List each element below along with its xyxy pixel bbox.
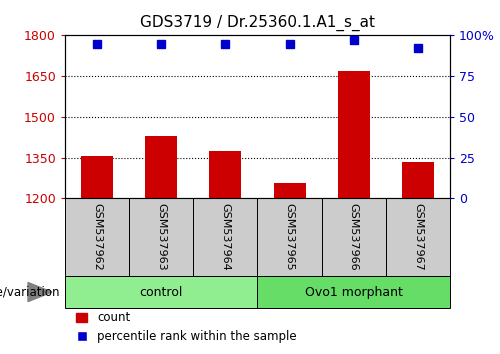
Bar — [338, 71, 370, 198]
Text: genotype/variation: genotype/variation — [0, 286, 60, 298]
Text: control: control — [140, 286, 183, 298]
Text: GSM537965: GSM537965 — [284, 203, 294, 271]
Bar — [258, 198, 322, 276]
Bar — [129, 198, 194, 276]
Legend: count, percentile rank within the sample: count, percentile rank within the sample — [71, 307, 301, 348]
Bar — [274, 183, 306, 198]
Bar — [65, 276, 258, 308]
Polygon shape — [28, 282, 52, 302]
Text: GSM537962: GSM537962 — [92, 203, 102, 271]
Bar — [65, 198, 129, 276]
Bar — [322, 198, 386, 276]
Text: GSM537967: GSM537967 — [413, 203, 423, 271]
Bar — [194, 198, 258, 276]
Title: GDS3719 / Dr.25360.1.A1_s_at: GDS3719 / Dr.25360.1.A1_s_at — [140, 15, 375, 31]
Bar — [81, 156, 113, 198]
Bar — [402, 161, 434, 198]
Bar — [145, 136, 178, 198]
Bar — [386, 198, 450, 276]
Text: GSM537963: GSM537963 — [156, 203, 166, 271]
Bar — [258, 276, 450, 308]
Text: GSM537964: GSM537964 — [220, 203, 230, 271]
Bar — [210, 151, 242, 198]
Text: Ovo1 morphant: Ovo1 morphant — [305, 286, 402, 298]
Text: GSM537966: GSM537966 — [348, 203, 358, 271]
